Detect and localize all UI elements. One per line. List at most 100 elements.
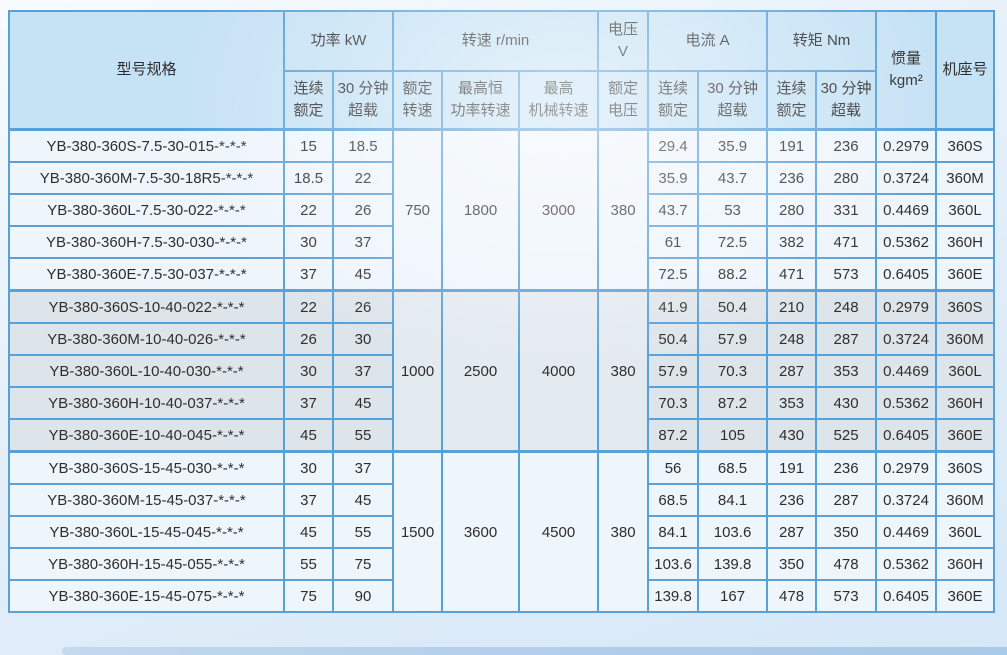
power-cont-cell: 45 — [283, 515, 334, 549]
motor-spec-table: 型号规格 功率 kW 转速 r/min 电压 V 电流 A 转矩 Nm 惯量 k… — [8, 10, 996, 613]
current-overload-cell: 35.9 — [697, 128, 769, 163]
header-inertia: 惯量 kgm² — [875, 10, 938, 131]
current-overload-cell: 53 — [697, 193, 769, 227]
torque-cont-cell: 471 — [766, 257, 818, 292]
frame-cell: 360S — [935, 289, 996, 324]
model-cell: YB-380-360H-15-45-055-*-*-* — [8, 547, 285, 581]
header-current-group: 电流 A — [647, 10, 769, 72]
power-overload-cell: 37 — [331, 225, 395, 259]
torque-overload-cell: 287 — [815, 483, 878, 517]
torque-overload-cell: 280 — [815, 161, 878, 195]
inertia-cell: 0.2979 — [875, 450, 938, 485]
subheader-current-overload: 30 分钟 超载 — [697, 70, 769, 131]
max-const-power-speed-cell: 2500 — [441, 289, 521, 453]
inertia-cell: 0.5362 — [875, 547, 938, 581]
inertia-cell: 0.2979 — [875, 289, 938, 324]
power-overload-cell: 45 — [331, 257, 395, 292]
header-model: 型号规格 — [8, 10, 285, 131]
frame-cell: 360S — [935, 450, 996, 485]
current-overload-cell: 84.1 — [697, 483, 769, 517]
power-overload-cell: 26 — [331, 289, 395, 324]
torque-cont-cell: 430 — [766, 418, 818, 453]
power-cont-cell: 22 — [283, 193, 334, 227]
header-power-group: 功率 kW — [282, 10, 395, 72]
current-cont-cell: 61 — [647, 225, 700, 259]
bottom-decoration-bar — [62, 647, 1007, 655]
frame-cell: 360M — [935, 322, 996, 356]
power-overload-cell: 90 — [331, 579, 395, 613]
subheader-max-const-power-speed: 最高恒 功率转速 — [441, 70, 521, 131]
spec-table-container: 型号规格 功率 kW 转速 r/min 电压 V 电流 A 转矩 Nm 惯量 k… — [8, 10, 997, 613]
current-overload-cell: 72.5 — [697, 225, 769, 259]
torque-cont-cell: 350 — [766, 547, 818, 581]
torque-cont-cell: 280 — [766, 193, 818, 227]
model-cell: YB-380-360M-15-45-037-*-*-* — [8, 483, 285, 517]
inertia-cell: 0.6405 — [875, 579, 938, 613]
current-overload-cell: 50.4 — [697, 289, 769, 324]
current-overload-cell: 139.8 — [697, 547, 769, 581]
power-overload-cell: 26 — [331, 193, 395, 227]
frame-cell: 360E — [935, 418, 996, 453]
torque-overload-cell: 478 — [815, 547, 878, 581]
subheader-rated-speed: 额定 转速 — [392, 70, 444, 131]
max-const-power-speed-cell: 1800 — [441, 128, 521, 292]
inertia-cell: 0.3724 — [875, 483, 938, 517]
power-cont-cell: 37 — [283, 386, 334, 420]
power-cont-cell: 75 — [283, 579, 334, 613]
power-cont-cell: 55 — [283, 547, 334, 581]
torque-cont-cell: 287 — [766, 354, 818, 388]
torque-overload-cell: 331 — [815, 193, 878, 227]
torque-overload-cell: 430 — [815, 386, 878, 420]
torque-overload-cell: 353 — [815, 354, 878, 388]
power-cont-cell: 37 — [283, 257, 334, 292]
current-cont-cell: 35.9 — [647, 161, 700, 195]
current-overload-cell: 70.3 — [697, 354, 769, 388]
power-cont-cell: 18.5 — [283, 161, 334, 195]
current-cont-cell: 139.8 — [647, 579, 700, 613]
power-overload-cell: 45 — [331, 386, 395, 420]
subheader-power-cont: 连续 额定 — [283, 70, 334, 131]
power-overload-cell: 30 — [331, 322, 395, 356]
current-overload-cell: 87.2 — [697, 386, 769, 420]
model-cell: YB-380-360L-7.5-30-022-*-*-* — [8, 193, 285, 227]
current-overload-cell: 68.5 — [697, 450, 769, 485]
header-speed-group: 转速 r/min — [392, 10, 600, 72]
power-cont-cell: 30 — [283, 450, 334, 485]
subheader-torque-overload: 30 分钟 超载 — [815, 70, 878, 131]
current-overload-cell: 88.2 — [697, 257, 769, 292]
power-overload-cell: 75 — [331, 547, 395, 581]
rated-voltage-cell: 380 — [597, 450, 650, 613]
power-cont-cell: 37 — [283, 483, 334, 517]
inertia-cell: 0.2979 — [875, 128, 938, 163]
power-overload-cell: 37 — [331, 450, 395, 485]
torque-cont-cell: 210 — [766, 289, 818, 324]
model-cell: YB-380-360E-7.5-30-037-*-*-* — [8, 257, 285, 292]
current-cont-cell: 103.6 — [647, 547, 700, 581]
current-cont-cell: 56 — [647, 450, 700, 485]
torque-cont-cell: 353 — [766, 386, 818, 420]
max-mech-speed-cell: 4000 — [518, 289, 600, 453]
frame-cell: 360M — [935, 161, 996, 195]
torque-cont-cell: 236 — [766, 483, 818, 517]
max-mech-speed-cell: 3000 — [518, 128, 600, 292]
subheader-max-mech-speed: 最高 机械转速 — [518, 70, 600, 131]
torque-overload-cell: 350 — [815, 515, 878, 549]
power-cont-cell: 26 — [283, 322, 334, 356]
power-overload-cell: 55 — [331, 418, 395, 453]
frame-cell: 360M — [935, 483, 996, 517]
model-cell: YB-380-360M-10-40-026-*-*-* — [8, 322, 285, 356]
power-overload-cell: 18.5 — [331, 128, 395, 163]
torque-cont-cell: 236 — [766, 161, 818, 195]
max-const-power-speed-cell: 3600 — [441, 450, 521, 613]
subheader-torque-cont: 连续 额定 — [766, 70, 818, 131]
torque-cont-cell: 248 — [766, 322, 818, 356]
model-cell: YB-380-360E-15-45-075-*-*-* — [8, 579, 285, 613]
header-frame: 机座号 — [935, 10, 996, 131]
current-overload-cell: 103.6 — [697, 515, 769, 549]
rated-voltage-cell: 380 — [597, 128, 650, 292]
model-cell: YB-380-360E-10-40-045-*-*-* — [8, 418, 285, 453]
current-cont-cell: 41.9 — [647, 289, 700, 324]
power-cont-cell: 45 — [283, 418, 334, 453]
inertia-cell: 0.4469 — [875, 193, 938, 227]
subheader-power-overload: 30 分钟 超载 — [331, 70, 395, 131]
